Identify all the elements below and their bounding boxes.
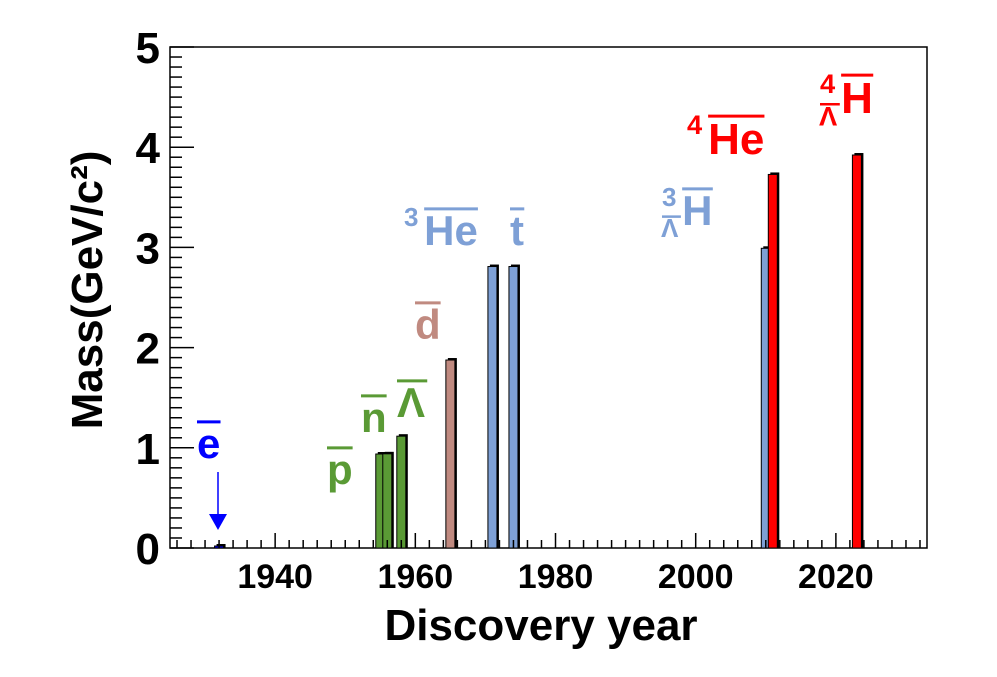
x-axis-title: Discovery year <box>384 601 697 650</box>
svg-text:He: He <box>424 207 478 254</box>
svg-text:He: He <box>708 115 764 164</box>
particle-label-h3lbar: 3Λ H <box>661 182 713 243</box>
x-tick-label: 1980 <box>518 558 594 596</box>
svg-text:e: e <box>197 420 220 467</box>
svg-text:Λ: Λ <box>819 100 837 131</box>
plot-frame <box>169 46 928 549</box>
bar <box>396 434 408 549</box>
y-tick-label: 5 <box>136 24 160 73</box>
y-tick-label: 2 <box>136 325 160 374</box>
x-tick-label: 2000 <box>658 558 734 596</box>
particle-label-he4bar: 4 He <box>687 109 765 164</box>
svg-text:H: H <box>682 187 712 234</box>
svg-text:d: d <box>415 301 441 348</box>
svg-text:t: t <box>510 207 524 254</box>
particle-label-ebar: e <box>197 420 221 467</box>
particle-label-dbar: d <box>415 301 441 348</box>
bar <box>508 264 520 549</box>
svg-text:3: 3 <box>404 202 418 232</box>
y-axis-title: Mass(GeV/c²) <box>63 151 112 430</box>
particle-label-h4lbar: 4Λ H <box>819 68 874 131</box>
bar <box>445 358 457 549</box>
svg-text:Λ: Λ <box>661 213 679 243</box>
svg-text:H: H <box>841 74 873 123</box>
y-tick-label: 1 <box>136 425 160 474</box>
bar <box>382 451 394 549</box>
svg-text:n: n <box>361 394 387 441</box>
bar <box>214 544 226 549</box>
bar <box>487 264 499 549</box>
y-tick-label: 0 <box>136 525 160 574</box>
y-tick-label: 4 <box>136 124 161 173</box>
x-tick-label: 2020 <box>798 558 874 596</box>
particle-label-nbar: n <box>361 394 387 441</box>
bar <box>767 172 780 549</box>
particle-label-lambdabar: Λ <box>397 379 428 426</box>
particle-label-he3bar: 3 He <box>404 202 478 254</box>
x-tick-label: 1940 <box>237 558 313 596</box>
y-tick-label: 3 <box>136 224 160 273</box>
svg-text:4: 4 <box>687 109 703 140</box>
bar <box>851 153 864 549</box>
svg-text:4: 4 <box>820 68 836 99</box>
particle-label-pbar: p <box>327 446 353 493</box>
particle-label-tbar: t <box>510 207 525 254</box>
svg-text:3: 3 <box>662 182 676 212</box>
x-tick-label: 1960 <box>378 558 454 596</box>
svg-text:p: p <box>327 446 353 493</box>
arrow-icon <box>209 472 227 530</box>
svg-text:Λ: Λ <box>397 379 425 426</box>
